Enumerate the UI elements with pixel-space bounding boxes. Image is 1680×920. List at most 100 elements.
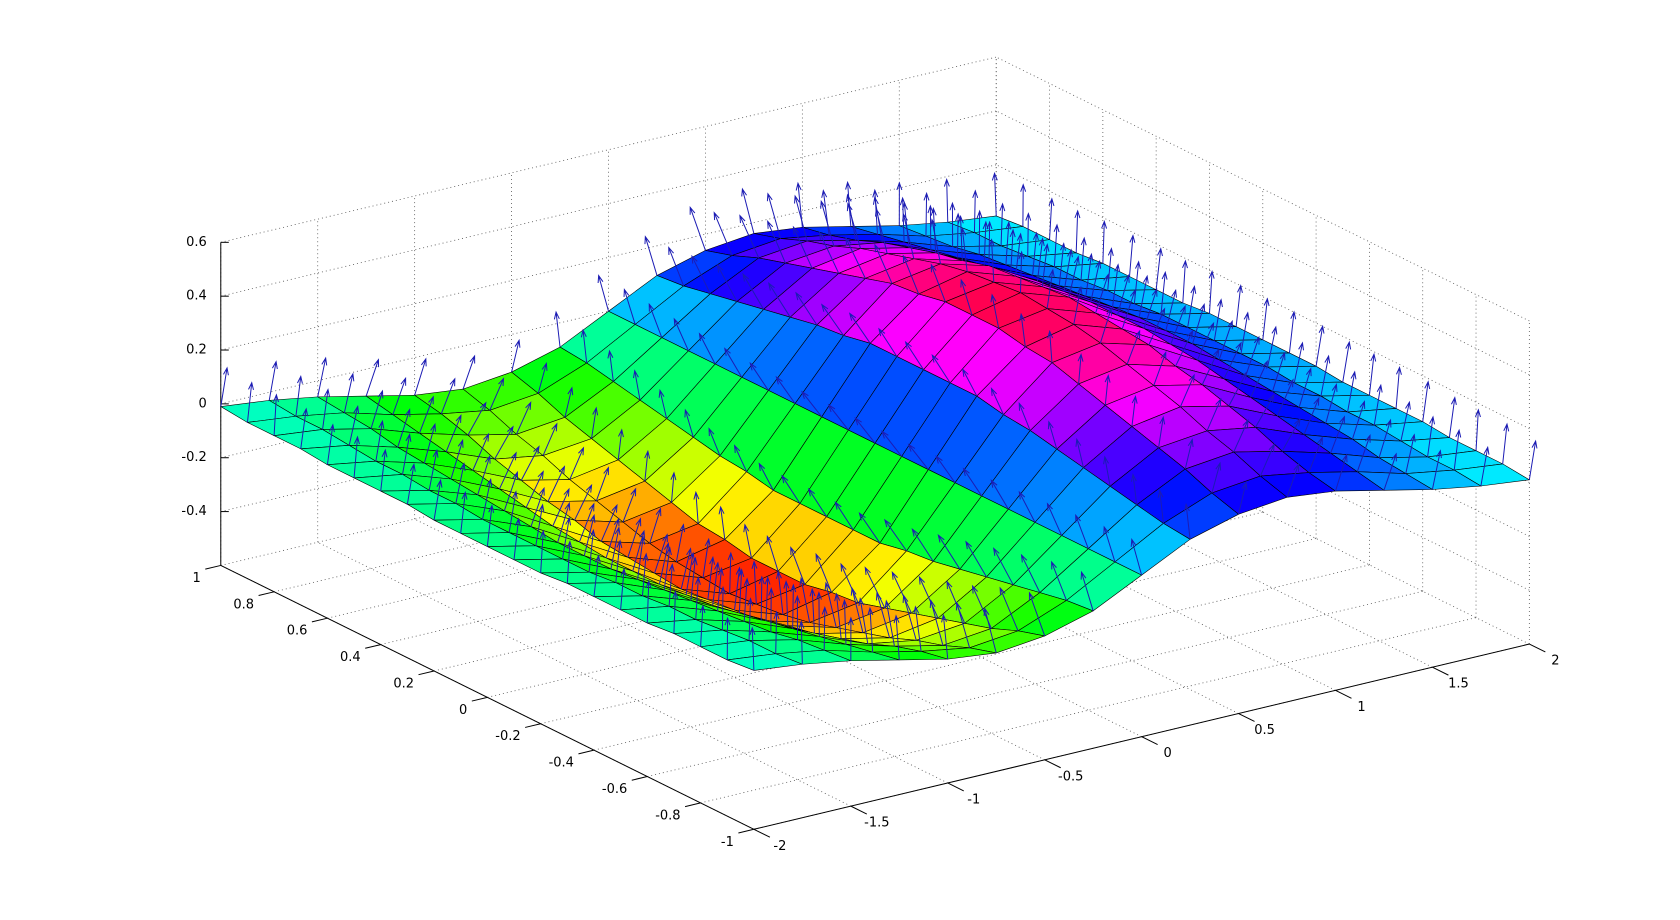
normal-arrow [713,211,733,256]
normal-arrow [960,278,973,316]
normal-arrow [633,369,641,401]
normal-arrow [1025,212,1032,257]
normal-arrow [1395,366,1402,409]
normal-arrow [976,209,983,255]
normal-arrow [1015,232,1023,277]
normal-arrow [1184,438,1194,470]
normal-arrow [326,423,335,465]
normal-arrow [1250,359,1268,398]
normal-arrow [821,606,828,651]
x-tick-label: -1.5 [864,816,889,831]
normal-arrow [515,401,532,435]
grid-line [220,164,997,351]
normal-arrow [1133,260,1141,304]
z-tick-label: 0.4 [186,289,207,304]
normal-arrow [1155,247,1163,290]
normal-arrow [1223,341,1242,380]
normal-arrow [503,470,519,511]
normal-arrow [623,288,636,325]
normal-arrow [949,201,956,247]
normal-arrow [930,263,946,303]
normal-arrow [1165,288,1177,331]
normal-arrow [343,372,355,413]
normal-arrow [375,419,385,462]
normal-arrow [472,432,490,471]
y-tick-label: 1 [193,571,201,586]
normal-arrow [1330,415,1345,454]
normal-arrow [990,479,1009,510]
normal-arrow [1453,428,1462,471]
normal-arrow [935,455,956,484]
normal-arrow [1032,231,1039,276]
normal-arrow [397,408,411,448]
normal-arrow [1255,393,1275,428]
normal-arrow [1051,560,1067,601]
normal-arrow [1160,270,1168,315]
normal-arrow [246,381,254,423]
normal-arrow [1018,490,1036,523]
normal-arrow [738,568,745,614]
normal-arrow [689,205,706,251]
normal-arrow [1046,268,1055,309]
normal-arrow [1233,418,1249,453]
x-tick [947,782,964,792]
normal-arrow [508,490,518,533]
normal-arrow [1182,259,1188,303]
normal-arrow [620,567,627,610]
normal-arrow [672,590,679,634]
normal-arrow [867,606,874,653]
normal-arrow [1103,455,1111,487]
normal-arrow [542,422,558,456]
normal-arrow [564,386,574,418]
normal-arrow [1351,400,1366,440]
y-axis [220,564,755,830]
normal-arrow [792,225,813,269]
normal-arrow [1099,306,1113,344]
normal-arrow [743,577,750,622]
normal-arrow [971,584,992,629]
normal-arrow [1063,248,1073,292]
normal-arrow [1383,452,1397,491]
normal-arrow [595,466,609,501]
normal-arrow [766,192,782,239]
normal-arrow [1077,352,1084,384]
x-tick [850,805,868,815]
normal-arrow [767,281,791,318]
normal-arrow [767,220,786,264]
normal-arrow [747,597,754,641]
normal-arrow [1400,400,1411,442]
normal-arrow [699,604,706,647]
x-tick [1141,736,1158,746]
normal-arrow [698,332,716,365]
normal-arrow [1130,472,1138,505]
normal-arrow [872,188,879,235]
y-tick-label: 0 [459,703,467,718]
x-tick [1529,643,1546,653]
normal-arrow [1080,236,1087,281]
normal-arrow [1036,237,1045,282]
normal-arrow [668,246,685,287]
normal-arrow [1104,373,1111,406]
normal-arrow [574,483,593,521]
normal-arrow [1325,383,1338,424]
normal-arrow [768,587,775,632]
normal-arrow [899,196,906,243]
normal-arrow [878,327,898,357]
normal-arrow [727,551,734,594]
normal-arrow [783,579,790,626]
normal-arrow [691,254,711,294]
normal-arrow [972,189,979,233]
normal-arrow [834,501,854,531]
normal-arrow [520,445,540,481]
normal-arrow [911,528,934,562]
normal-arrow [937,533,961,570]
normal-arrow [1085,252,1094,297]
normal-arrow [749,626,756,671]
normal-arrow [773,610,780,654]
normal-arrow [734,566,742,611]
y-tick-label: 0.6 [287,624,308,639]
normal-arrow [1448,396,1457,438]
normal-arrow [1259,442,1275,477]
normal-arrow [615,539,623,583]
normal-arrow [1422,380,1431,422]
